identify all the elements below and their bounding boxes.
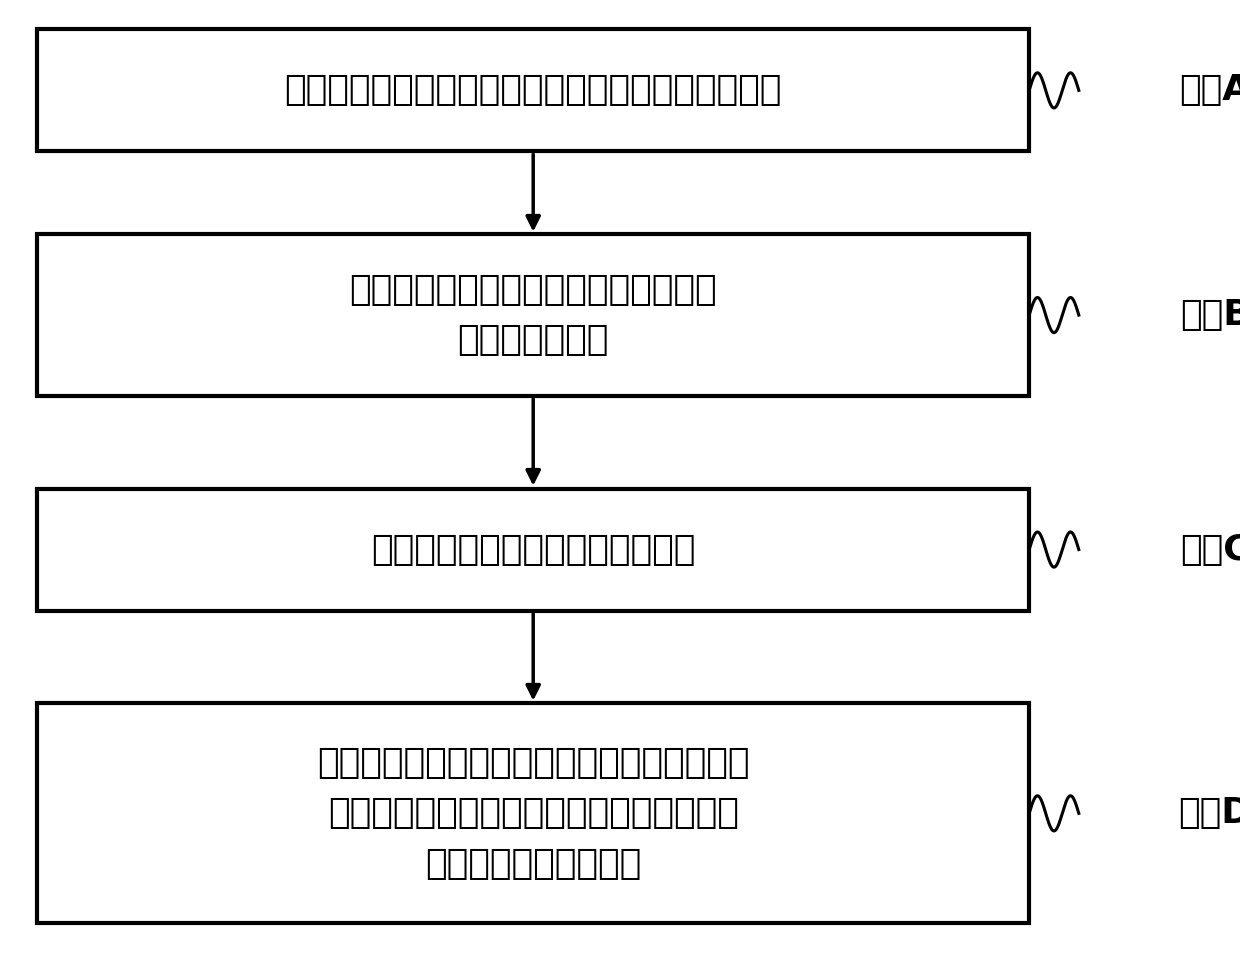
Text: 步骤A: 步骤A — [1179, 73, 1240, 107]
Bar — [37, 703, 1029, 923]
Bar — [37, 488, 1029, 611]
Text: 计算所述子图形的能量输入值，所述子图形的
能量输入值为总输入能量值与所述子图形的
能量分配系数的乘积。: 计算所述子图形的能量输入值，所述子图形的 能量输入值为总输入能量值与所述子图形的… — [317, 746, 749, 880]
Text: 步骤D: 步骤D — [1178, 796, 1240, 830]
Bar — [37, 29, 1029, 151]
Text: 选择焊接位置处的一截面，获取截面上的熔池图形；: 选择焊接位置处的一截面，获取截面上的熔池图形； — [284, 73, 782, 107]
Text: 步骤B: 步骤B — [1179, 298, 1240, 332]
Text: 计算所述子图形的能量分配系数；: 计算所述子图形的能量分配系数； — [371, 532, 696, 567]
Bar — [37, 234, 1029, 396]
Text: 步骤C: 步骤C — [1180, 532, 1240, 567]
Text: 将所述熔池图形按各类几何形状划分成
不同的子图形；: 将所述熔池图形按各类几何形状划分成 不同的子图形； — [350, 273, 717, 358]
